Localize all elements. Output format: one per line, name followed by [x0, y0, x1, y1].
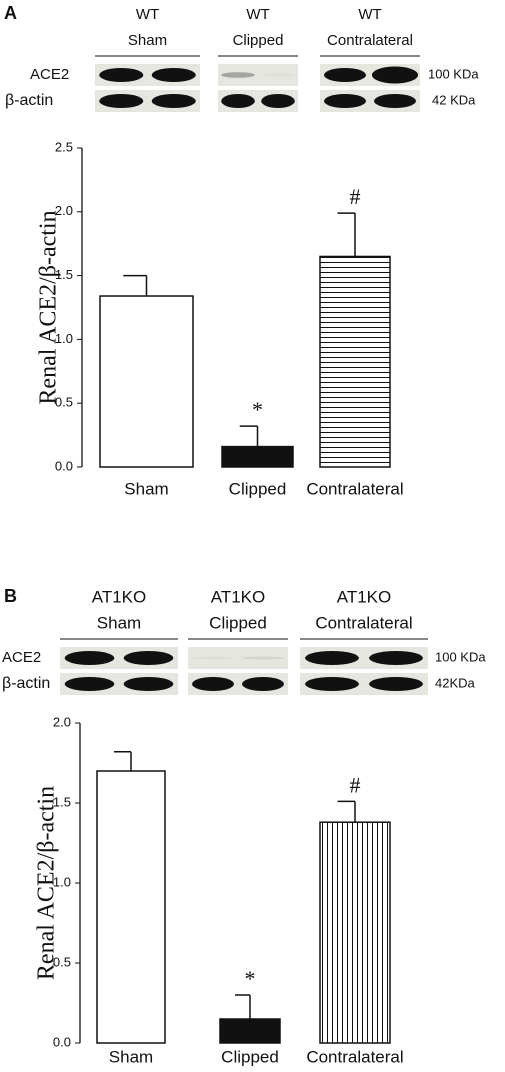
blot-group-label: WT — [358, 6, 381, 23]
blot-band — [324, 68, 366, 82]
x-tick-label: Clipped — [229, 479, 287, 498]
significance-mark: # — [350, 772, 361, 797]
y-tick-label: 1.0 — [53, 874, 71, 889]
blot-band — [192, 656, 234, 660]
x-tick-label: Sham — [109, 1047, 153, 1066]
blot-band — [151, 68, 196, 82]
blot-band — [369, 677, 423, 691]
y-tick-label: 2.0 — [53, 714, 71, 729]
blot-band — [305, 677, 359, 691]
y-tick-label: 1.5 — [53, 794, 71, 809]
blot-background — [188, 647, 288, 669]
blot-size-label: 42KDa — [435, 675, 476, 690]
blot-band — [64, 677, 115, 691]
bar — [99, 295, 194, 468]
blot-band — [221, 72, 255, 78]
blot-size-label: 100 KDa — [435, 649, 486, 664]
panel-label: A — [4, 3, 17, 23]
bar — [319, 255, 391, 468]
blot-band — [64, 651, 115, 665]
blot-band — [374, 94, 416, 108]
y-tick-label: 0.5 — [55, 395, 73, 410]
y-tick-label: 1.0 — [55, 331, 73, 346]
blot-band — [192, 677, 234, 691]
bar — [319, 821, 391, 1044]
blot-group-label: WT — [246, 6, 269, 23]
blot-group-label: Contralateral — [327, 32, 413, 49]
blot-band — [123, 677, 174, 691]
blot-band — [369, 651, 423, 665]
bar — [96, 770, 166, 1044]
blot-group-label: Contralateral — [315, 613, 412, 632]
blot-band — [324, 94, 366, 108]
y-tick-label: 0.0 — [55, 458, 73, 473]
blot-band — [99, 94, 144, 108]
blot-group-label: Clipped — [209, 613, 267, 632]
blot-row-label: ACE2 — [2, 649, 41, 666]
blot-row-label: ACE2 — [30, 66, 69, 83]
blot-row-label: β-actin — [2, 675, 50, 692]
blot-band — [123, 651, 174, 665]
y-tick-label: 0.0 — [53, 1034, 71, 1049]
blot-band — [261, 94, 295, 108]
blot-group-label: AT1KO — [211, 587, 265, 606]
blot-row-label: β-actin — [5, 92, 53, 109]
blot-group-label: AT1KO — [337, 587, 391, 606]
blot-band — [242, 677, 284, 691]
significance-mark: * — [252, 397, 263, 422]
y-axis-label: Renal ACE2/β-actin — [34, 786, 60, 980]
y-tick-label: 1.5 — [55, 267, 73, 282]
blot-band — [242, 656, 284, 660]
significance-mark: * — [245, 966, 256, 991]
x-tick-label: Contralateral — [306, 479, 403, 498]
blot-band — [151, 94, 196, 108]
blot-background — [218, 64, 298, 86]
bar — [219, 1018, 281, 1044]
blot-size-label: 42 KDa — [432, 92, 476, 107]
x-tick-label: Sham — [124, 479, 168, 498]
blot-group-label: WT — [136, 6, 159, 23]
x-tick-label: Contralateral — [306, 1047, 403, 1066]
blot-group-label: Clipped — [233, 32, 284, 49]
y-tick-label: 2.0 — [55, 203, 73, 218]
blot-group-label: Sham — [97, 613, 141, 632]
panel-label: B — [4, 586, 17, 606]
blot-size-label: 100 KDa — [428, 66, 479, 81]
blot-group-label: AT1KO — [92, 587, 146, 606]
x-tick-label: Clipped — [221, 1047, 279, 1066]
y-axis-label: Renal ACE2/β-actin — [36, 210, 62, 404]
blot-band — [261, 73, 295, 77]
blot-band — [221, 94, 255, 108]
blot-group-label: Sham — [128, 32, 167, 49]
blot-band — [371, 66, 419, 84]
significance-mark: # — [350, 184, 361, 209]
y-tick-label: 2.5 — [55, 139, 73, 154]
blot-band — [305, 651, 359, 665]
bar — [221, 445, 294, 468]
blot-band — [99, 68, 144, 82]
y-tick-label: 0.5 — [53, 954, 71, 969]
